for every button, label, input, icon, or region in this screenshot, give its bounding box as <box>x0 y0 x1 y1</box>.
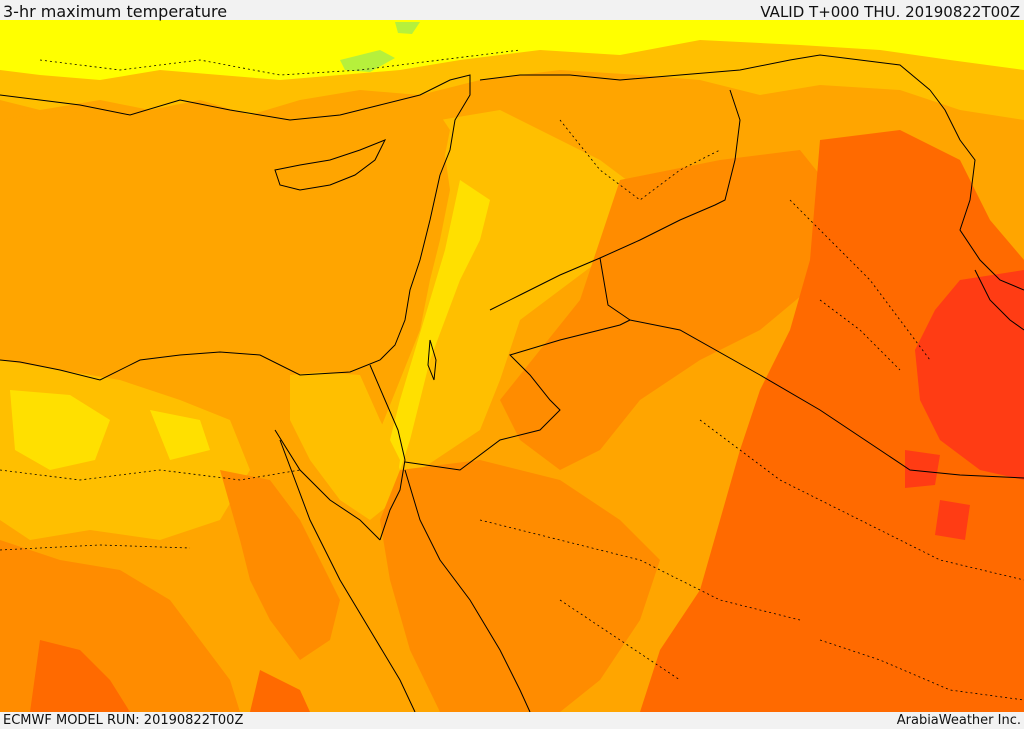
east-red-orange <box>640 130 1024 712</box>
header-bar: 3-hr maximum temperature VALID T+000 THU… <box>0 0 1024 21</box>
dead-sea <box>427 339 437 381</box>
iraq-saudi-border <box>629 319 1024 479</box>
gulf-of-suez <box>274 429 381 541</box>
red-spot <box>905 450 970 540</box>
footer-bar: ECMWF MODEL RUN: 20190822T00Z ArabiaWeat… <box>0 712 1024 729</box>
west-dark-orange-2 <box>220 470 340 660</box>
green-patch <box>340 22 420 72</box>
levant-yellow <box>370 110 650 500</box>
model-run-label: ECMWF MODEL RUN: 20190822T00Z <box>3 713 244 728</box>
map-title: 3-hr maximum temperature <box>3 2 228 21</box>
north-pale-yellow <box>0 20 1024 80</box>
levant-coast <box>0 174 441 381</box>
admin-south <box>819 639 1024 701</box>
mediterranean <box>0 100 450 375</box>
south-dark-orange <box>380 460 660 712</box>
egypt-yellow-2 <box>10 390 210 470</box>
red-core <box>915 270 1024 480</box>
med-coast-north <box>0 74 471 176</box>
persian-gulf-coast <box>974 269 1024 331</box>
red-sea-west <box>279 439 416 712</box>
admin-egypt <box>0 469 301 551</box>
sinai-border <box>369 364 406 461</box>
admin-borders <box>0 49 1024 701</box>
admin-iraq <box>789 199 931 371</box>
west-red-orange <box>30 640 310 712</box>
levant-light-yellow <box>390 180 490 470</box>
gulf-of-aqaba <box>379 459 406 541</box>
red-sea-east <box>404 469 531 712</box>
syria-iraq-border <box>489 89 741 311</box>
sinai-yellow <box>290 370 400 520</box>
turkey-syria-border <box>479 54 931 91</box>
iran-border <box>929 89 1024 291</box>
admin-saudi <box>479 419 1024 681</box>
temperature-map <box>0 20 1024 712</box>
temperature-map-svg <box>0 20 1024 712</box>
credit-label: ArabiaWeather Inc. <box>896 713 1021 728</box>
admin-turkey <box>39 49 521 76</box>
central-dark-orange <box>500 150 840 470</box>
valid-time: VALID T+000 THU. 20190822T00Z <box>760 3 1020 21</box>
cyprus <box>274 139 387 191</box>
borders <box>0 54 1024 712</box>
